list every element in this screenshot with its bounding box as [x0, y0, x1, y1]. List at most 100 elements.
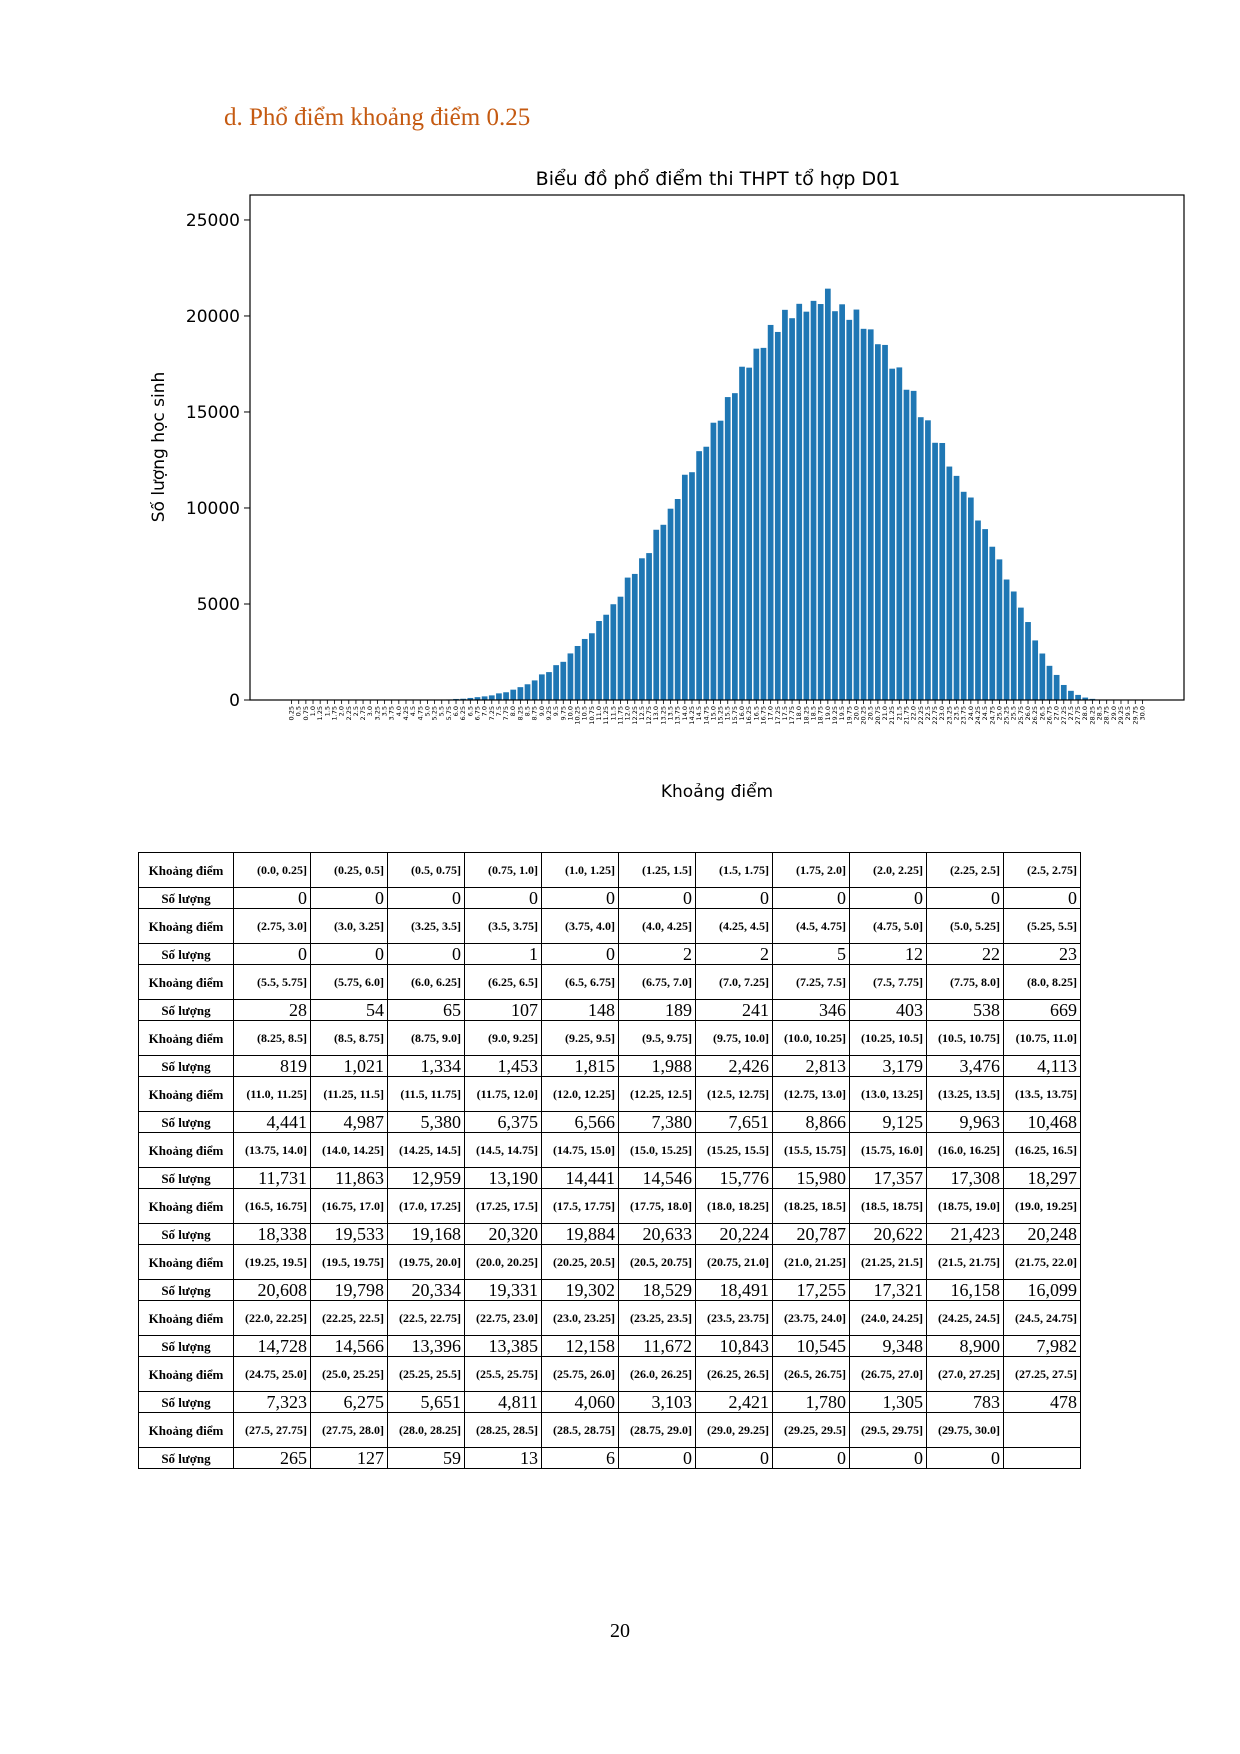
x-tick-label: 5.25 [431, 706, 439, 720]
range-cell: (18.5, 18.75] [849, 1188, 927, 1224]
range-cell: (18.75, 19.0] [926, 1188, 1004, 1224]
x-tick-label: 18.25 [802, 706, 810, 725]
range-cell: (14.25, 14.5] [387, 1132, 465, 1168]
score-table: Khoảng điểm (0.0, 0.25] (0.25, 0.5] (0.5, 0… [138, 852, 1081, 1469]
range-cell: (26.5, 26.75] [772, 1356, 850, 1392]
count-cell: 21,423 [926, 1223, 1004, 1245]
range-cell: (28.75, 29.0] [618, 1412, 696, 1448]
x-tick-label: 10.0 [566, 706, 574, 720]
bar [824, 288, 831, 700]
range-cell: (11.25, 11.5] [310, 1076, 388, 1112]
range-cell: (1.5, 1.75] [695, 852, 773, 888]
y-axis-label: Số lượng học sinh [150, 372, 169, 523]
range-cell: (22.75, 23.0] [464, 1300, 542, 1336]
count-cell: 10,468 [1003, 1111, 1081, 1133]
bar [1003, 579, 1010, 700]
range-cell: (13.0, 13.25] [849, 1076, 927, 1112]
x-tick-label: 19.0 [824, 706, 832, 720]
count-cell: 14,566 [310, 1335, 388, 1357]
bar [1082, 697, 1089, 700]
range-cell: (20.5, 20.75] [618, 1244, 696, 1280]
range-row-label: Khoảng điểm [138, 1076, 234, 1112]
count-cell: 22 [926, 943, 1004, 965]
x-tick-label: 9.25 [545, 706, 553, 720]
x-tick-label: 20.75 [874, 706, 882, 725]
x-tick-label: 15.0 [709, 706, 717, 720]
range-row: Khoảng điểm (22.0, 22.25] (22.25, 22.5] (22… [138, 1300, 1081, 1336]
count-cell: 5,380 [387, 1111, 465, 1133]
count-cell: 9,348 [849, 1335, 927, 1357]
range-cell: (8.25, 8.5] [233, 1020, 311, 1056]
x-tick-label: 1.75 [330, 706, 338, 720]
count-row-label: Số lượng [138, 999, 234, 1021]
count-cell: 10,545 [772, 1335, 850, 1357]
range-cell: (9.0, 9.25] [464, 1020, 542, 1056]
count-cell: 10,843 [695, 1335, 773, 1357]
bar [989, 546, 996, 700]
y-tick-label: 10000 [186, 499, 240, 519]
count-row: Số lượng 265 127 59 13 6 0 0 0 0 0 [138, 1447, 1081, 1469]
range-cell: (29.25, 29.5] [772, 1412, 850, 1448]
bar [624, 577, 631, 700]
bar [674, 499, 681, 700]
count-cell: 20,248 [1003, 1223, 1081, 1245]
bar [875, 344, 881, 700]
range-cell: (27.5, 27.75] [233, 1412, 311, 1448]
x-tick-label: 19.75 [845, 706, 853, 725]
count-cell: 4,060 [541, 1391, 619, 1413]
count-row: Số lượng 4,441 4,987 5,380 6,375 6,566 7,380 7,… [138, 1111, 1081, 1133]
x-tick-label: 7.75 [502, 706, 510, 720]
count-row: Số lượng 7,323 6,275 5,651 4,811 4,060 3,103 2,… [138, 1391, 1081, 1413]
count-cell: 14,728 [233, 1335, 311, 1357]
range-cell: (16.0, 16.25] [926, 1132, 1004, 1168]
x-tick-label: 12.75 [645, 706, 653, 725]
count-row-label: Số lượng [138, 1223, 234, 1245]
x-tick-label: 27.0 [1053, 706, 1061, 720]
count-row: Số lượng 14,728 14,566 13,396 13,385 12,158 11… [138, 1335, 1081, 1357]
x-tick-label: 0.25 [288, 706, 296, 720]
range-row: Khoảng điểm (11.0, 11.25] (11.25, 11.5] (11… [138, 1076, 1081, 1112]
count-row-label: Số lượng [138, 1279, 234, 1301]
range-cell: (28.0, 28.25] [387, 1412, 465, 1448]
bar [474, 697, 481, 700]
bar [746, 367, 753, 700]
count-cell: 346 [772, 999, 850, 1021]
count-cell: 0 [464, 887, 542, 909]
bar [589, 633, 595, 700]
count-cell: 59 [387, 1447, 465, 1469]
count-cell: 13,396 [387, 1335, 465, 1357]
bar [996, 559, 1003, 700]
bar [1053, 674, 1060, 700]
x-tick-label: 14.25 [688, 706, 696, 725]
x-tick-label: 20.5 [867, 706, 875, 720]
bar [581, 638, 588, 700]
range-cell: (10.5, 10.75] [926, 1020, 1004, 1056]
range-cell: (18.25, 18.5] [772, 1188, 850, 1224]
bar [567, 653, 574, 700]
count-row: Số lượng 20,608 19,798 20,334 19,331 19,302 18… [138, 1279, 1081, 1301]
bar [531, 680, 538, 700]
range-cell: (3.0, 3.25] [310, 908, 388, 944]
count-cell: 189 [618, 999, 696, 1021]
range-cell: (26.25, 26.5] [695, 1356, 773, 1392]
bar [839, 304, 845, 700]
count-cell: 1,988 [618, 1055, 696, 1077]
count-cell: 0 [695, 887, 773, 909]
range-cell: (29.75, 30.0] [926, 1412, 1004, 1448]
bar [803, 311, 810, 700]
x-tick-label: 4.5 [409, 706, 417, 716]
count-cell: 18,491 [695, 1279, 773, 1301]
range-cell: (19.0, 19.25] [1003, 1188, 1081, 1224]
bar [574, 645, 581, 700]
range-cell: (11.0, 11.25] [233, 1076, 311, 1112]
bar [496, 693, 502, 700]
range-row: Khoảng điểm (5.5, 5.75] (5.75, 6.0] (6.0, 6… [138, 964, 1081, 1000]
y-tick-label: 20000 [186, 307, 240, 327]
count-cell: 6,275 [310, 1391, 388, 1413]
bar [982, 529, 988, 700]
bar [910, 390, 917, 700]
bar [732, 393, 738, 700]
x-tick-label: 1.25 [316, 706, 324, 720]
range-cell: (23.0, 23.25] [541, 1300, 619, 1336]
range-cell: (20.0, 20.25] [464, 1244, 542, 1280]
